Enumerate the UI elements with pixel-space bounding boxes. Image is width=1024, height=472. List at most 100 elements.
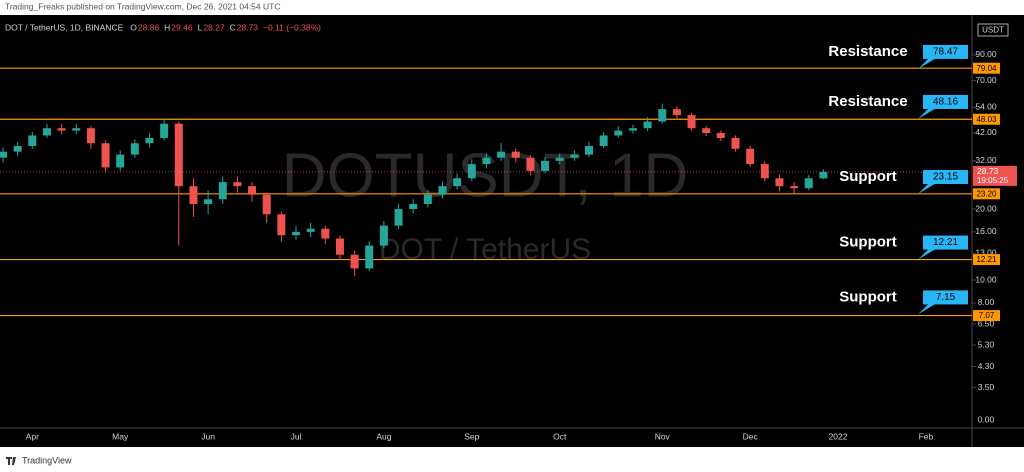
legend-value: 28.86 [138,22,160,32]
candle-body [321,228,330,239]
x-tick-label: 2022 [829,431,848,441]
candle-body [335,238,344,255]
legend-change: −0.11 (−0.38%) [263,22,321,32]
legend-key: L [198,22,203,32]
candle-body [160,123,169,138]
symbol-info: DOT / TetherUS, 1D, BINANCE [5,22,124,32]
footer-logo [6,457,16,465]
legend-value: 29.46 [171,22,193,32]
candle-body [672,109,681,116]
candle-body [702,128,711,133]
callout-box [923,290,968,305]
y-tick-label: 70.00 [975,75,997,85]
candle-body [716,132,725,138]
candle-body [394,209,403,226]
candle-body [628,128,637,131]
candle-body [599,135,608,146]
candle-body [409,204,418,210]
candle-body [0,151,7,158]
currency-box [977,23,1009,37]
y-tick-label: 5.30 [978,339,995,349]
legend-key: C [230,22,236,32]
callout-value: 23.15 [933,172,958,183]
candle-body [570,154,579,158]
candle-body [292,231,300,236]
candle-body [614,130,623,136]
x-tick-label: Nov [655,431,671,441]
y-tick-label: 3.50 [978,382,995,392]
callout-box [923,44,968,59]
x-tick-label: Oct [553,431,567,441]
level-tag [973,310,1000,322]
candle-body [775,178,784,187]
level-label: 7.07 [979,311,995,320]
candle-body [643,121,652,129]
x-tick-label: Apr [26,431,39,441]
candle-body [541,160,550,171]
x-tick-label: Aug [376,431,391,441]
callout-pointer [918,302,938,315]
y-tick-label: 4.30 [978,361,995,371]
candle-body [28,135,37,146]
level-tag [973,254,1000,266]
last-price-label: 28.73 [977,166,999,176]
candle-body [423,194,432,205]
candle-body [482,157,491,165]
candle-body [248,186,257,195]
annotation-text: Support [839,168,897,185]
callout-pointer [918,247,938,260]
legend-key: O [130,22,137,32]
candle-body [218,182,227,200]
level-label: 48.03 [976,115,997,124]
candle-body [72,128,81,131]
level-tag [973,188,1000,200]
y-tick-label: 20.00 [975,203,997,213]
candle-body [790,186,799,189]
legend-value: 28.27 [203,22,225,32]
level-label: 79.04 [976,64,997,73]
candle-body [467,164,476,179]
candle-body [497,151,506,158]
candle-body [731,137,740,149]
chart-bg [0,15,1024,447]
y-tick-label: 42.00 [975,127,997,137]
candle-body [585,145,593,155]
candle-body [130,143,139,155]
callout-value: 48.16 [933,97,958,108]
candle-body [379,225,388,246]
candle-body [13,145,22,152]
candle-body [819,171,828,179]
candle-body [760,164,769,179]
candle-body [189,186,198,205]
candle-body [116,154,125,168]
x-tick-label: Sep [464,431,479,441]
candle-body [86,128,95,144]
candle-body [174,123,183,187]
level-tag [973,113,1000,125]
x-tick-label: May [112,431,129,441]
watermark-symbol: DOTUSDT, 1D [282,141,688,210]
annotation-text: Support [839,288,897,305]
level-label: 23.20 [976,189,997,198]
candle-body [233,182,242,187]
candle-body [804,178,813,189]
y-tick-label: 16.00 [975,226,997,236]
y-tick-label: 90.00 [975,49,997,59]
candle-body [101,143,110,168]
candle-body [277,214,286,236]
countdown: 19:05:25 [977,176,1009,185]
y-tick-label: 32.00 [975,155,997,165]
annotation-text: Resistance [828,43,907,60]
x-tick-label: Feb [919,431,934,441]
candle-body [555,157,564,161]
candle-body [42,128,51,136]
callout-value: 12.21 [933,237,958,248]
callout-pointer [918,106,938,119]
candle-body [306,228,315,232]
axis-floor-label: 0.00 [978,414,995,424]
level-tag [973,62,1000,74]
legend-value: 28.73 [237,22,259,32]
candle-body [350,254,359,269]
